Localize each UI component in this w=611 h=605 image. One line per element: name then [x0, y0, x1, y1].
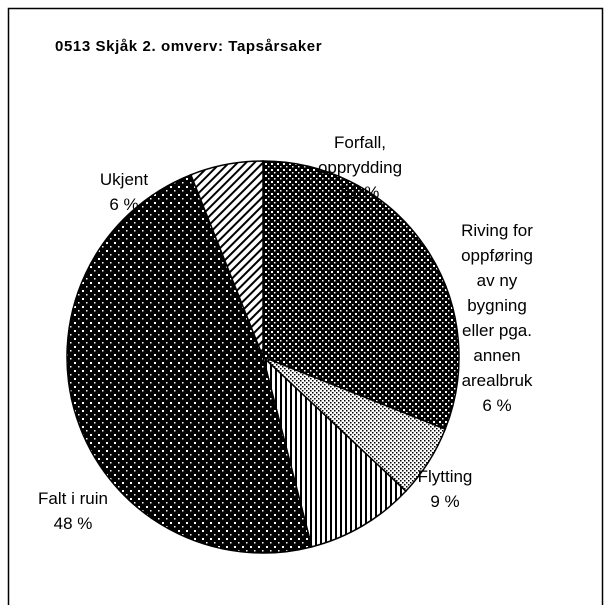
value-label: 6 %: [109, 195, 139, 214]
pie-slice: [189, 160, 264, 358]
pie-slice: [66, 173, 313, 554]
slice-label: Ukjent 6 %: [84, 167, 164, 217]
frame: [7, 7, 604, 605]
category-label: Forfall, opprydding: [317, 133, 403, 177]
category-label: Falt i ruin: [38, 489, 108, 508]
pie-slice: [262, 160, 460, 431]
slice-label: Riving for oppføring av ny bygning eller…: [452, 218, 542, 418]
value-label: 48 %: [53, 514, 93, 533]
pie-slice: [261, 354, 407, 548]
chart-title: 0513 Skjåk 2. omverv: Tapsårsaker: [55, 38, 323, 55]
slice-label: Falt i ruin 48 %: [23, 486, 123, 536]
category-label: Riving for oppføring av ny bygning eller…: [461, 221, 533, 390]
value-label: 6 %: [482, 396, 512, 415]
value-label: 31 %: [340, 183, 380, 202]
category-label: Ukjent: [99, 170, 149, 189]
slice-label: Forfall, opprydding 31 %: [305, 130, 415, 205]
slice-label: Flytting 9 %: [400, 464, 490, 514]
category-label: Flytting: [417, 467, 473, 486]
value-label: 9 %: [430, 492, 460, 511]
